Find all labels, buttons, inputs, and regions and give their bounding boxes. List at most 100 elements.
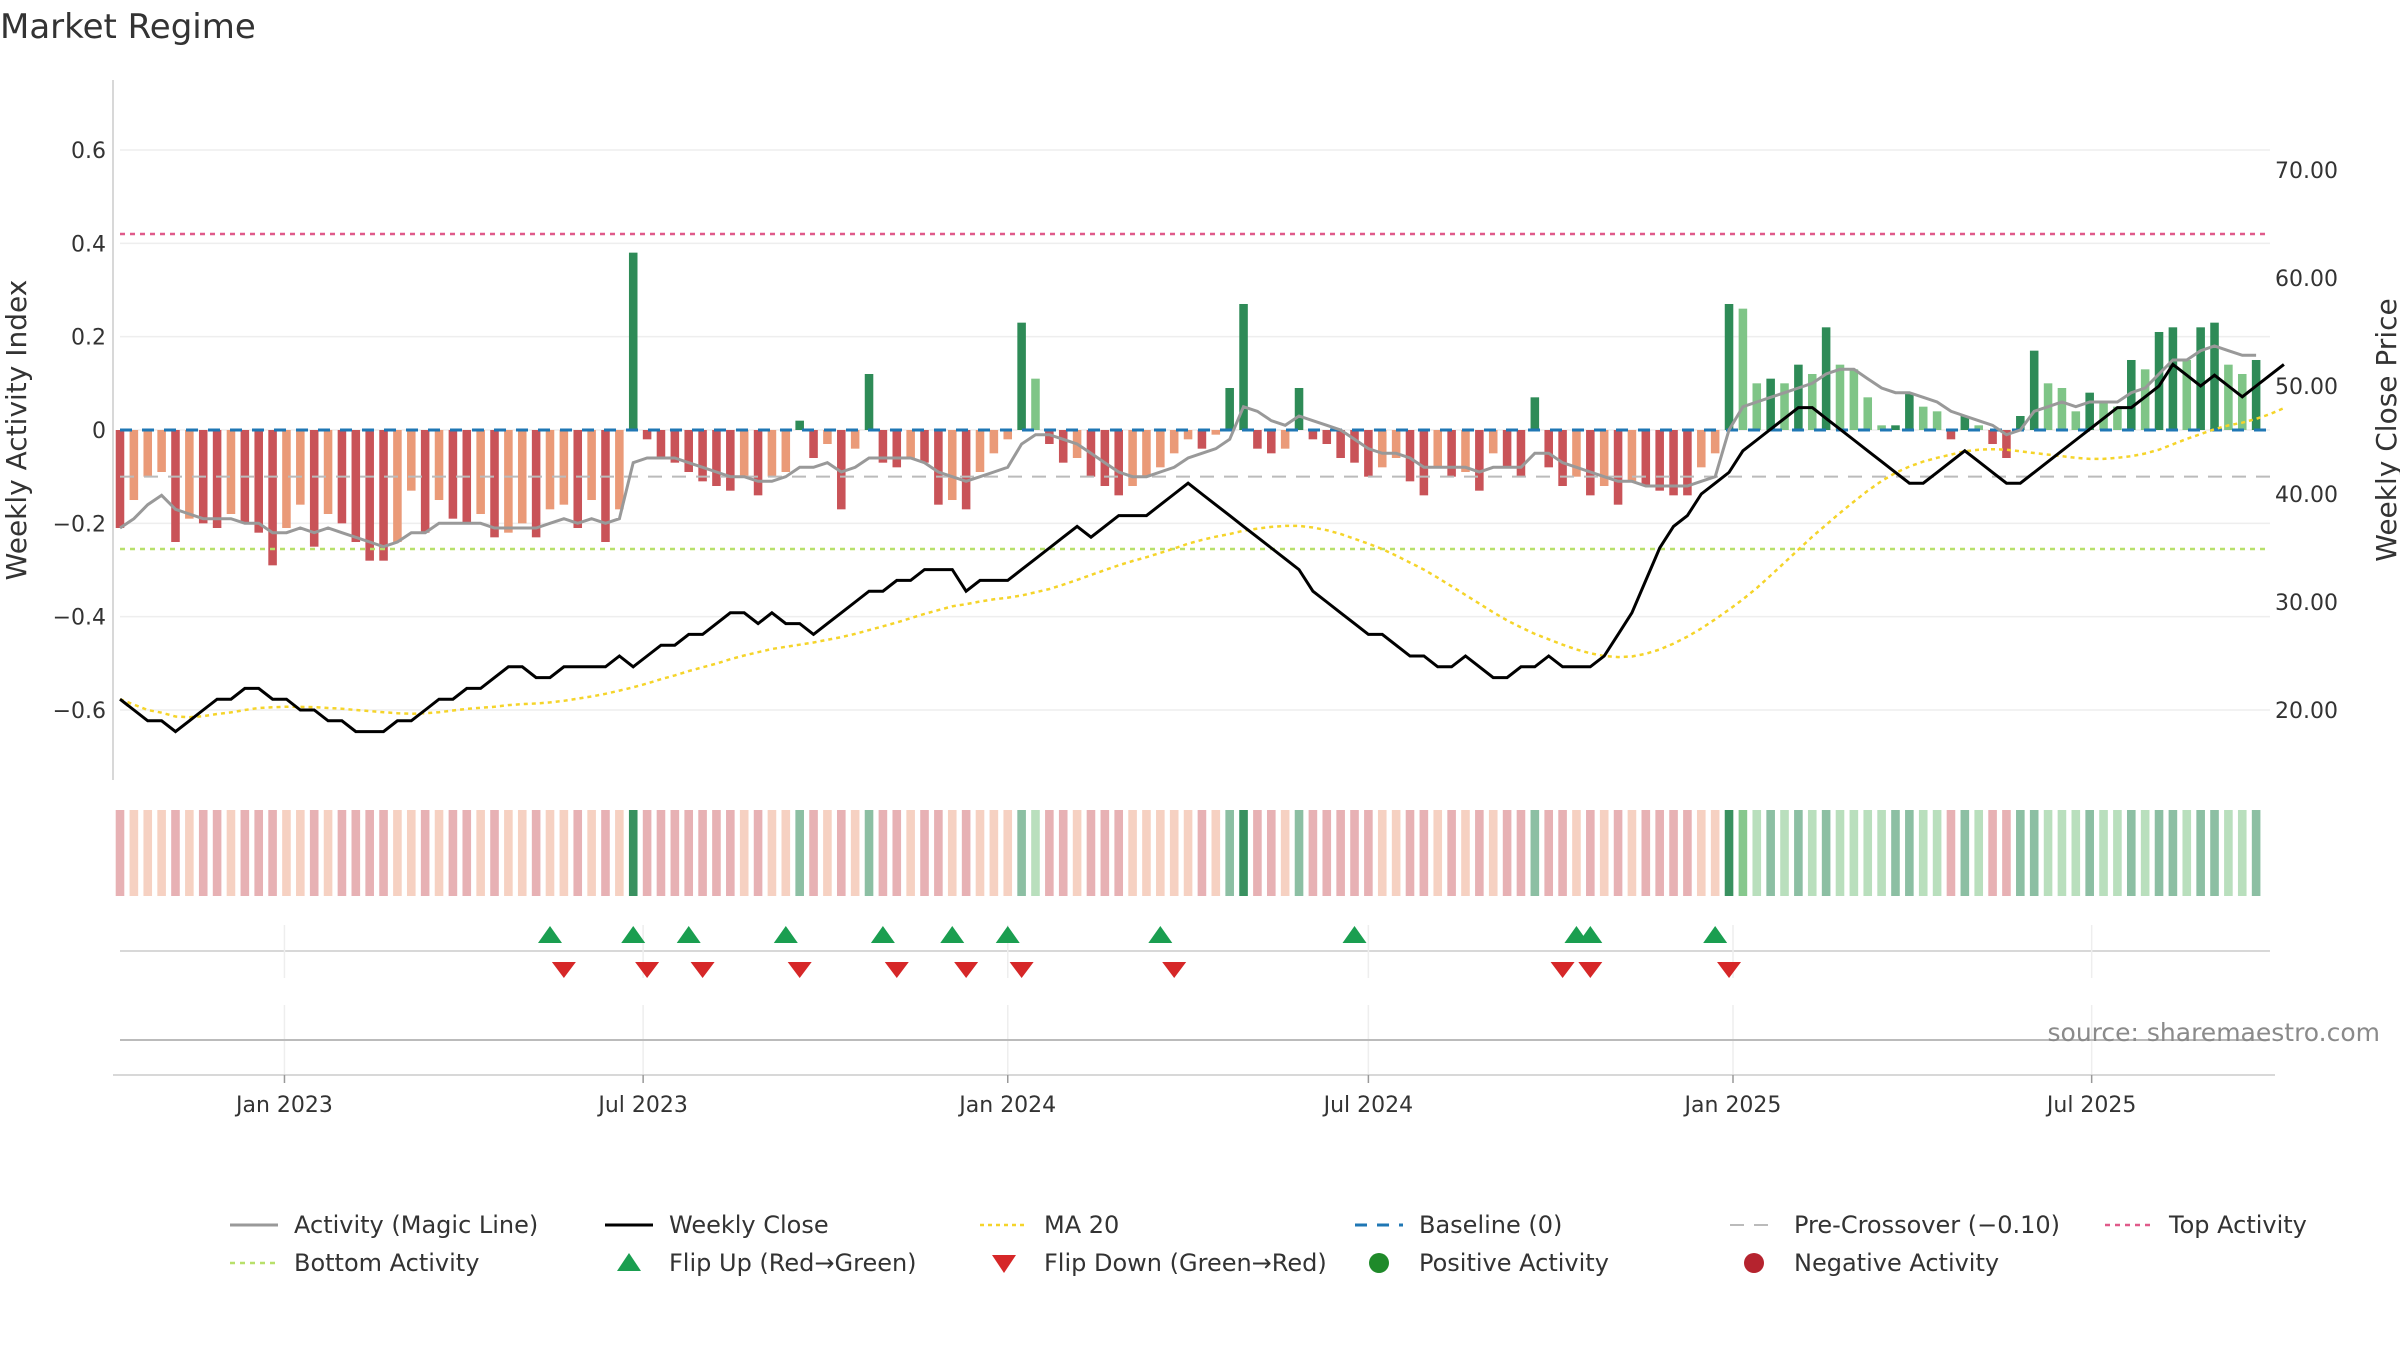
y-left-tick-label: −0.2 <box>53 512 106 537</box>
activity-bar <box>934 430 943 505</box>
activity-bar <box>920 430 929 463</box>
activity-bar <box>1738 308 1748 430</box>
activity-bar <box>448 430 458 519</box>
activity-bar <box>1488 430 1498 454</box>
regime-cell <box>1294 810 1304 896</box>
flip-down-marker <box>1550 962 1575 978</box>
regime-cell <box>337 810 347 896</box>
legend-item-negdot: Negative Activity <box>1744 1249 1999 1277</box>
legend-label: Bottom Activity <box>294 1249 479 1277</box>
regime-cell <box>504 810 513 896</box>
flip-down-icon <box>992 1255 1016 1273</box>
regime-cell <box>1863 810 1873 896</box>
activity-bar <box>2127 359 2136 430</box>
regime-cell <box>309 810 319 896</box>
activity-bar <box>254 430 263 533</box>
date-axis: Jan 2023 Jul 2023 Jan 2024 Jul 2024 Jan 2025… <box>234 1075 2136 1118</box>
legend-label: Positive Activity <box>1419 1249 1609 1277</box>
regime-cell <box>1058 810 1068 896</box>
activity-bar <box>504 430 513 533</box>
activity-bar <box>226 430 236 515</box>
activity-bar <box>393 430 402 543</box>
activity-bar <box>615 430 624 510</box>
regime-cell <box>2210 810 2219 896</box>
activity-bar <box>587 430 596 501</box>
activity-bar <box>1932 411 1942 430</box>
regime-cell <box>1891 810 1900 896</box>
regime-cell <box>1835 810 1845 896</box>
regime-cell <box>1447 810 1456 896</box>
regime-cell <box>282 810 291 896</box>
regime-cell <box>698 810 707 896</box>
flip-down-marker <box>954 962 979 978</box>
activity-bar <box>2168 327 2178 430</box>
activity-bar <box>1821 327 1831 430</box>
y-left-tick-label: −0.4 <box>53 606 106 631</box>
regime-cell <box>1821 810 1831 896</box>
regime-cell <box>1336 810 1345 896</box>
flip-markers-panel <box>120 925 2270 978</box>
activity-bar <box>282 430 291 529</box>
activity-bar <box>1599 430 1609 487</box>
regime-cell <box>476 810 485 896</box>
flip-up-marker <box>773 926 798 943</box>
activity-bar <box>1766 378 1775 430</box>
regime-cell <box>268 810 277 896</box>
regime-cell <box>1558 810 1567 896</box>
activity-bar <box>2071 411 2081 430</box>
activity-bar <box>906 430 915 459</box>
activity-bar <box>2029 350 2039 430</box>
regime-cell <box>420 810 430 896</box>
regime-cell <box>726 810 735 896</box>
regime-cell <box>1988 810 1997 896</box>
regime-cell <box>2071 810 2081 896</box>
legend-label: MA 20 <box>1044 1211 1119 1239</box>
regime-cell <box>864 810 874 896</box>
regime-cell <box>1905 810 1914 896</box>
bottom-panel <box>113 1005 2275 1076</box>
activity-bar <box>1627 430 1637 482</box>
magic-line <box>119 344 2257 549</box>
y-left-tick-label: 0.6 <box>71 139 106 164</box>
activity-bar <box>1211 430 1221 435</box>
activity-bar <box>670 430 680 463</box>
regime-cell <box>1211 810 1221 896</box>
activity-bar <box>1572 430 1581 477</box>
regime-cell <box>171 810 180 896</box>
y-right-tick-label: 30.00 <box>2275 591 2338 616</box>
regime-cell <box>1003 810 1013 896</box>
activity-bar <box>726 430 735 491</box>
regime-cell <box>1752 810 1762 896</box>
activity-bar <box>1391 430 1401 459</box>
regime-cell <box>1544 810 1554 896</box>
regime-cell <box>448 810 458 896</box>
activity-bar <box>1058 430 1068 463</box>
activity-bar <box>1267 430 1276 454</box>
regime-cell <box>1239 810 1248 896</box>
legend-label: Flip Up (Red→Green) <box>669 1249 917 1277</box>
activity-bar <box>2182 359 2192 430</box>
source-note: source: sharemaestro.com <box>2048 1018 2381 1047</box>
regime-cell <box>615 810 624 896</box>
x-tick-label: Jan 2024 <box>957 1093 1056 1118</box>
regime-cell <box>809 810 818 896</box>
activity-bar <box>129 430 139 501</box>
activity-bar <box>1558 430 1567 487</box>
activity-bar <box>601 430 610 543</box>
y-left-tick-label: −0.6 <box>53 699 106 724</box>
regime-cell <box>157 810 166 896</box>
activity-bar <box>989 430 999 454</box>
activity-bar <box>1974 425 1983 430</box>
flip-down-marker <box>1162 962 1187 978</box>
legend-item-ma20: MA 20 <box>980 1211 1119 1239</box>
regime-cell <box>1794 810 1803 896</box>
x-tick-label: Jul 2023 <box>596 1093 688 1118</box>
activity-bar <box>837 430 846 510</box>
activity-bar <box>323 430 333 515</box>
activity-bar <box>1724 303 1734 430</box>
activity-bar <box>947 430 957 501</box>
y-right-tick-label: 40.00 <box>2275 483 2338 508</box>
regime-cell <box>545 810 555 896</box>
regime-cell <box>1613 810 1623 896</box>
